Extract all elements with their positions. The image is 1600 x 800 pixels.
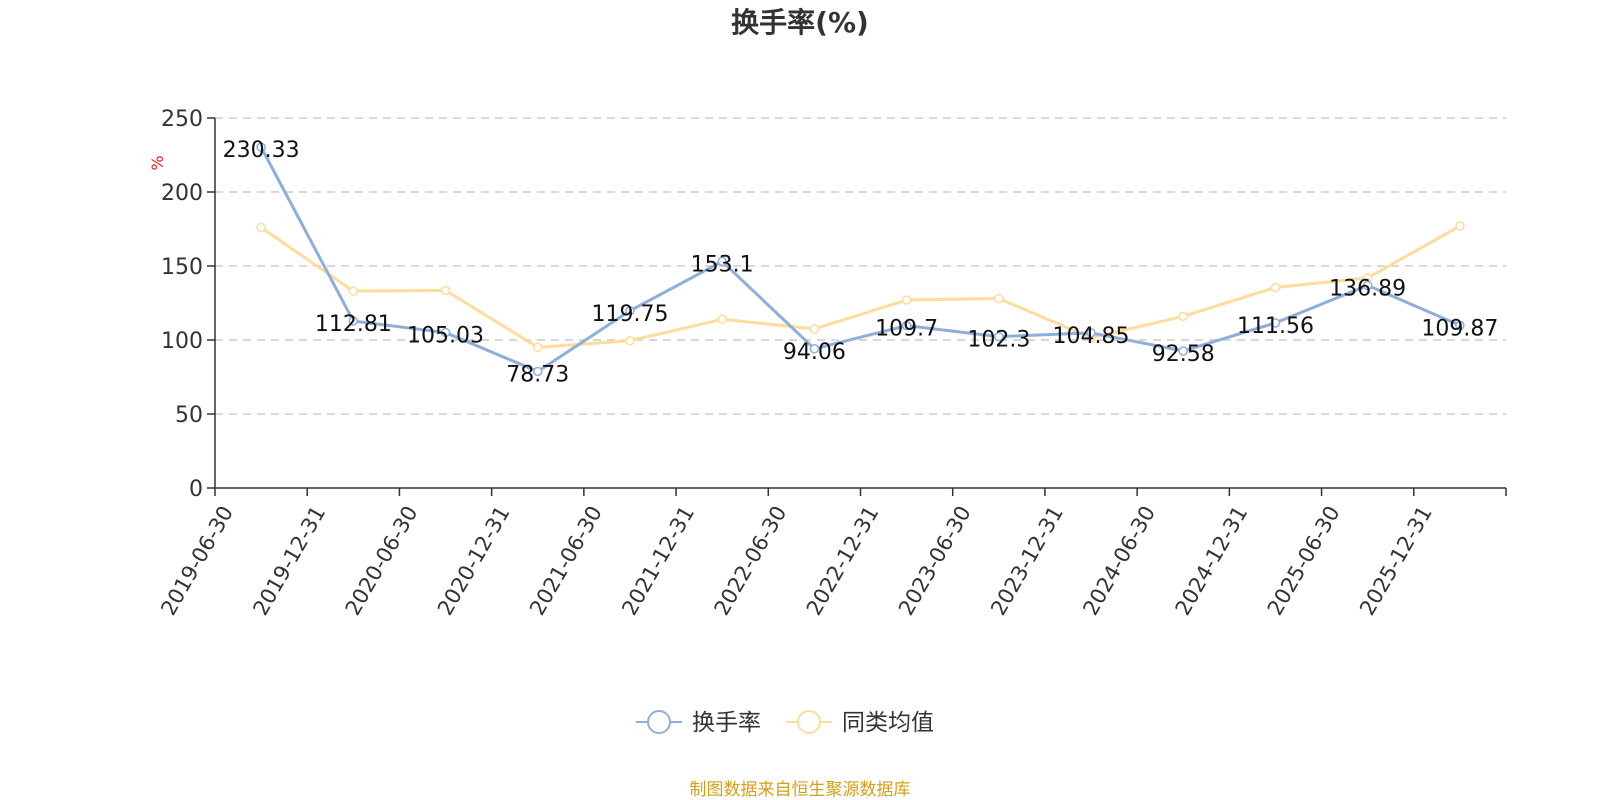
grid-lines bbox=[215, 117, 1506, 415]
data-point-0 bbox=[533, 366, 543, 377]
data-point-1 bbox=[1178, 311, 1188, 322]
data-label: 109.87 bbox=[1421, 316, 1498, 341]
legend: 换手率 同类均值 bbox=[636, 710, 934, 736]
data-label: 230.33 bbox=[223, 138, 300, 163]
legend-label: 换手率 bbox=[692, 710, 761, 736]
legend-label: 同类均值 bbox=[842, 710, 934, 736]
x-tick-label: 2024-06-30 bbox=[1078, 502, 1160, 620]
chart-title: 换手率(%) bbox=[731, 6, 869, 39]
data-point-0 bbox=[994, 331, 1004, 342]
series-line-0 bbox=[259, 146, 1461, 373]
data-point-0 bbox=[1455, 320, 1465, 331]
x-tick-label: 2020-06-30 bbox=[341, 502, 423, 620]
data-label: 119.75 bbox=[591, 302, 668, 327]
legend-item-1[interactable]: 同类均值 bbox=[786, 710, 934, 736]
x-tick-label: 2023-12-31 bbox=[986, 502, 1068, 620]
data-point-0 bbox=[440, 327, 451, 338]
data-point-0 bbox=[625, 306, 635, 316]
data-label: 105.03 bbox=[407, 324, 484, 349]
data-point-1 bbox=[440, 285, 451, 296]
x-tick-label: 2025-06-30 bbox=[1263, 502, 1345, 620]
y-tick-label: 100 bbox=[161, 329, 203, 354]
data-point-1 bbox=[1455, 221, 1465, 231]
data-source-note: 制图数据来自恒生聚源数据库 bbox=[690, 780, 911, 800]
data-point-1 bbox=[533, 342, 543, 353]
legend-marker bbox=[647, 710, 671, 734]
data-point-1 bbox=[994, 293, 1004, 304]
data-point-0 bbox=[1270, 318, 1281, 328]
data-label: 112.81 bbox=[315, 312, 392, 337]
data-label: 78.73 bbox=[506, 362, 569, 387]
x-tick-label: 2022-12-31 bbox=[802, 502, 884, 620]
data-point-0 bbox=[1086, 328, 1096, 338]
y-tick-label: 250 bbox=[161, 107, 203, 132]
series-line-1 bbox=[260, 224, 1461, 349]
data-labels: 230.33 112.81 105.03 78.73 119.75 153.1 94.06 1… bbox=[223, 138, 1499, 387]
data-label: 153.1 bbox=[691, 252, 754, 277]
data-point-1 bbox=[717, 314, 727, 325]
data-point-0 bbox=[809, 344, 820, 354]
legend-marker bbox=[797, 710, 821, 734]
x-tick-label: 2021-12-31 bbox=[617, 502, 699, 620]
x-tick-label: 2022-06-30 bbox=[710, 502, 792, 620]
data-point-0 bbox=[717, 256, 727, 267]
y-axis-unit-label: % bbox=[148, 155, 167, 170]
data-label: 104.85 bbox=[1053, 324, 1130, 349]
data-point-0 bbox=[348, 316, 359, 326]
data-point-0 bbox=[1178, 346, 1188, 356]
y-tick-label: 200 bbox=[161, 181, 203, 206]
x-tick-label: 2021-06-30 bbox=[525, 502, 607, 620]
data-point-1 bbox=[348, 286, 359, 296]
data-point-1 bbox=[625, 335, 635, 346]
y-tick-label: 0 bbox=[189, 477, 203, 502]
legend-item-0[interactable]: 换手率 bbox=[636, 710, 761, 736]
x-tick-label: 2019-12-31 bbox=[248, 502, 330, 620]
data-label: 109.7 bbox=[875, 317, 938, 342]
y-tick-label: 50 bbox=[175, 403, 203, 428]
x-tick-label: 2025-12-31 bbox=[1355, 502, 1437, 620]
y-tick-label: 150 bbox=[161, 255, 203, 280]
data-point-0 bbox=[1362, 280, 1373, 291]
data-label: 111.56 bbox=[1237, 314, 1314, 339]
data-point-1 bbox=[901, 295, 912, 305]
x-tick-label: 2023-06-30 bbox=[894, 502, 976, 620]
series-lines bbox=[256, 142, 1465, 377]
x-tick-label: 2019-06-30 bbox=[156, 502, 238, 620]
data-point-0 bbox=[901, 320, 912, 331]
data-label: 92.58 bbox=[1152, 342, 1215, 367]
data-point-1 bbox=[809, 324, 820, 334]
x-tick-label: 2024-12-31 bbox=[1171, 502, 1253, 620]
x-tick-label: 2020-12-31 bbox=[433, 502, 515, 620]
data-point-1 bbox=[256, 222, 266, 233]
data-point-1 bbox=[1270, 282, 1281, 293]
data-label: 102.3 bbox=[967, 328, 1030, 353]
data-point-0 bbox=[256, 142, 266, 152]
data-label: 136.89 bbox=[1329, 276, 1406, 301]
data-label: 94.06 bbox=[783, 340, 846, 365]
